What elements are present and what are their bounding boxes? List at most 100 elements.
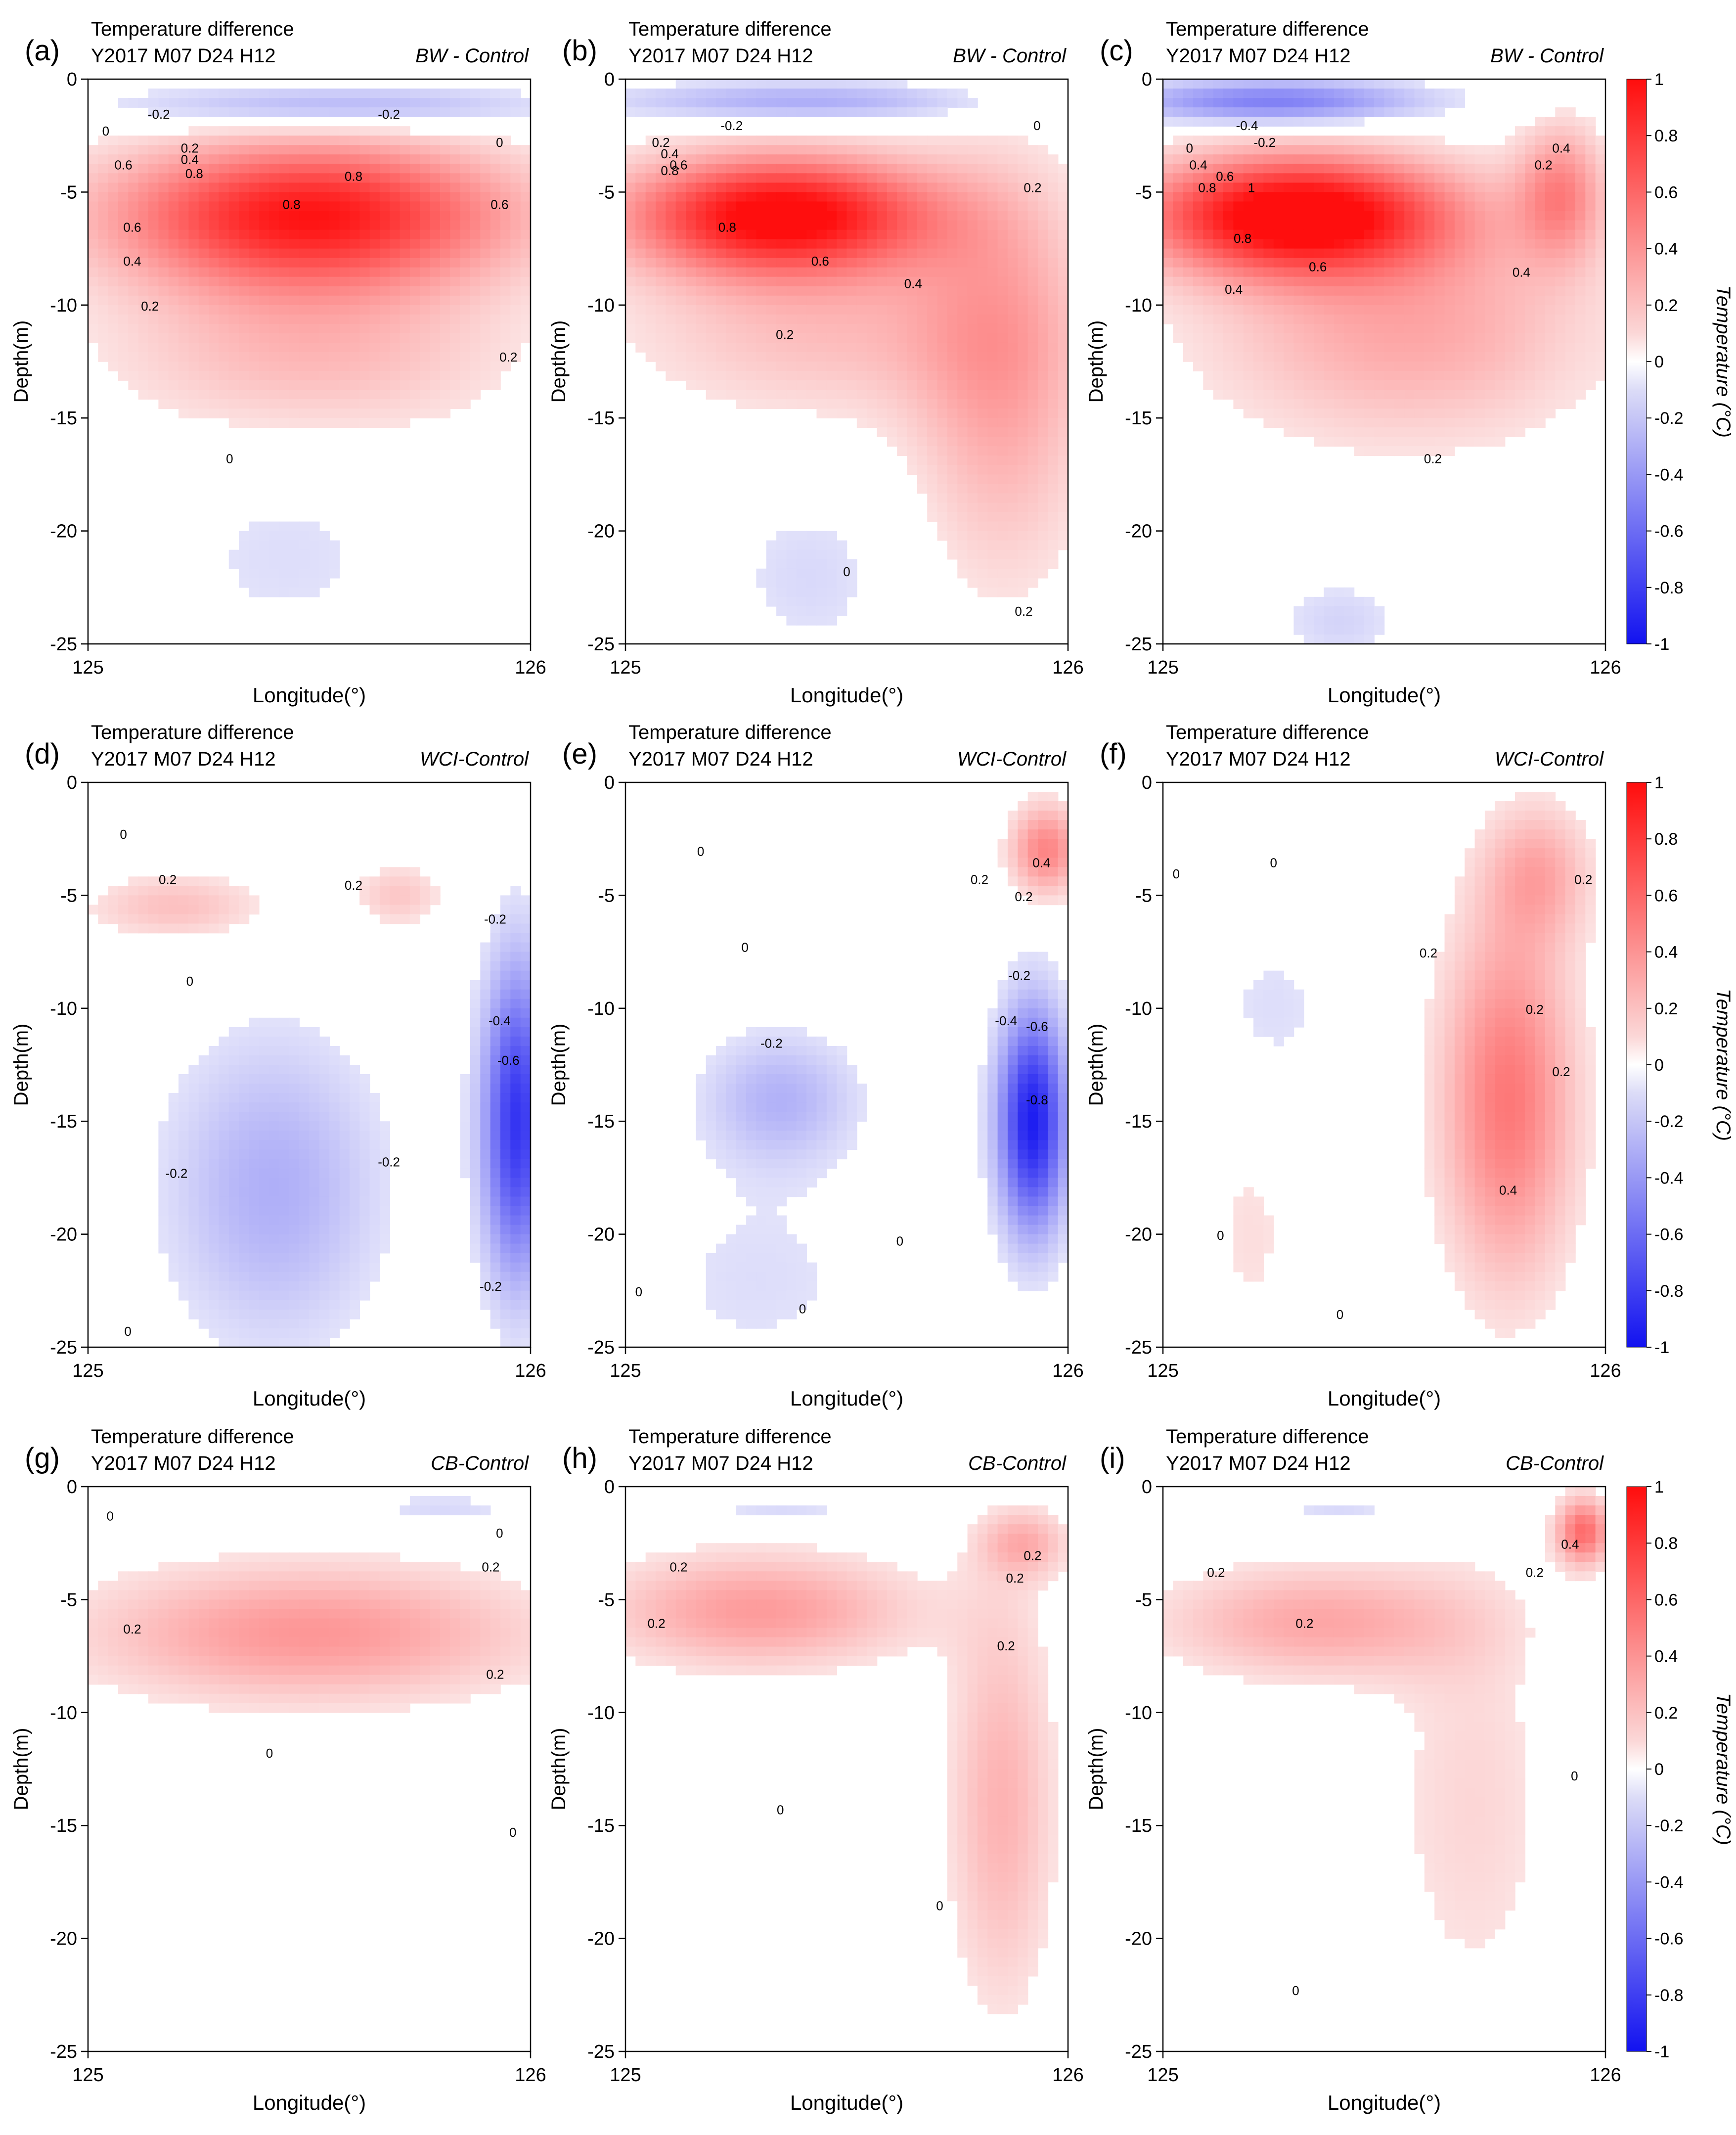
heatmap-cell: [997, 362, 1008, 371]
heatmap-cell: [927, 342, 938, 353]
heatmap-cell: [1555, 211, 1566, 221]
heatmap-cell: [1163, 182, 1174, 193]
heatmap-cell: [967, 540, 978, 550]
heatmap-cell: [1535, 154, 1546, 165]
heatmap-cell: [1203, 239, 1214, 249]
heatmap-cell: [1324, 89, 1335, 98]
heatmap-cell: [379, 867, 391, 877]
heatmap-cell: [329, 173, 340, 183]
heatmap-cell: [339, 154, 350, 165]
heatmap-cell: [259, 164, 269, 174]
heatmap-cell: [209, 220, 220, 230]
heatmap-cell: [997, 521, 1008, 532]
heatmap-cell: [1495, 352, 1506, 362]
heatmap-cell: [108, 914, 119, 924]
heatmap-cell: [369, 323, 380, 334]
heatmap-cell: [269, 587, 280, 597]
heatmap-cell: [400, 173, 410, 183]
heatmap-cell: [957, 446, 968, 456]
heatmap-cell: [816, 239, 827, 249]
heatmap-cell: [937, 484, 948, 494]
heatmap-cell: [1344, 634, 1355, 644]
heatmap-cell: [148, 182, 159, 193]
heatmap-cell: [450, 173, 461, 183]
heatmap-cell: [339, 362, 350, 371]
heatmap-cell: [420, 145, 431, 155]
heatmap-cell: [390, 182, 401, 193]
heatmap-cell: [1595, 276, 1606, 287]
heatmap-cell: [188, 98, 199, 108]
heatmap-cell: [927, 493, 938, 503]
heatmap-cell: [1018, 502, 1028, 513]
heatmap-cell: [1314, 437, 1325, 447]
heatmap-cell: [1465, 371, 1475, 381]
heatmap-cell: [716, 145, 727, 155]
heatmap-cell: [128, 295, 139, 306]
heatmap-cell: [118, 267, 129, 277]
heatmap-cell: [1314, 117, 1325, 127]
heatmap-cell: [420, 314, 431, 324]
heatmap-cell: [1027, 211, 1038, 221]
heatmap-cell: [1474, 164, 1485, 174]
heatmap-cell: [937, 201, 948, 212]
heatmap-cell: [1465, 342, 1475, 353]
heatmap-cell: [470, 182, 481, 193]
heatmap-cell: [1324, 248, 1335, 259]
heatmap-cell: [987, 136, 998, 146]
heatmap-cell: [796, 342, 807, 353]
heatmap-cell: [369, 182, 380, 193]
heatmap-cell: [178, 258, 189, 268]
heatmap-cell: [1324, 145, 1335, 155]
heatmap-cell: [907, 276, 918, 287]
heatmap-cell: [1364, 323, 1375, 334]
heatmap-cell: [1233, 220, 1244, 230]
heatmap-cell: [877, 305, 888, 315]
heatmap-cell: [1585, 173, 1596, 183]
heatmap-cell: [997, 578, 1008, 588]
heatmap-cell: [1037, 427, 1049, 438]
heatmap-cell: [390, 876, 401, 887]
heatmap-cell: [470, 192, 481, 202]
heatmap-cell: [937, 409, 948, 418]
heatmap-cell: [1434, 276, 1445, 287]
heatmap-cell: [1495, 437, 1506, 447]
heatmap-cell: [927, 323, 938, 334]
heatmap-cell: [656, 220, 667, 230]
heatmap-cell: [917, 465, 928, 475]
heatmap-cell: [796, 267, 807, 277]
heatmap-cell: [1374, 229, 1385, 240]
heatmap-cell: [520, 201, 531, 212]
heatmap-cell: [158, 164, 169, 174]
heatmap-cell: [625, 107, 636, 117]
heatmap-cell: [1545, 164, 1556, 174]
heatmap-cell: [168, 362, 179, 371]
heatmap-cell: [440, 342, 451, 353]
heatmap-cell: [178, 371, 189, 381]
heatmap-cell: [500, 136, 511, 146]
heatmap-cell: [369, 229, 380, 240]
heatmap-cell: [400, 876, 410, 887]
heatmap-cell: [1263, 173, 1274, 183]
heatmap-cell: [420, 371, 431, 381]
heatmap-cell: [887, 323, 897, 334]
heatmap-cell: [500, 98, 511, 108]
heatmap-cell: [450, 229, 461, 240]
heatmap-cell: [947, 173, 958, 183]
heatmap-cell: [1007, 182, 1019, 193]
heatmap-cell: [706, 323, 716, 334]
heatmap-cell: [635, 229, 646, 240]
heatmap-cell: [309, 229, 320, 240]
heatmap-cell: [1223, 98, 1234, 108]
heatmap-cell: [440, 352, 451, 362]
heatmap-cell: [1545, 276, 1556, 287]
heatmap-cell: [520, 895, 531, 906]
heatmap-cell: [319, 380, 330, 390]
heatmap-cell: [1474, 342, 1485, 353]
heatmap-cell: [339, 192, 350, 202]
heatmap-cell: [118, 305, 129, 315]
heatmap-cell: [776, 578, 787, 588]
heatmap-cell: [269, 136, 280, 146]
heatmap-cell: [1434, 427, 1445, 438]
heatmap-cell: [188, 89, 199, 98]
heatmap-cell: [480, 342, 491, 353]
